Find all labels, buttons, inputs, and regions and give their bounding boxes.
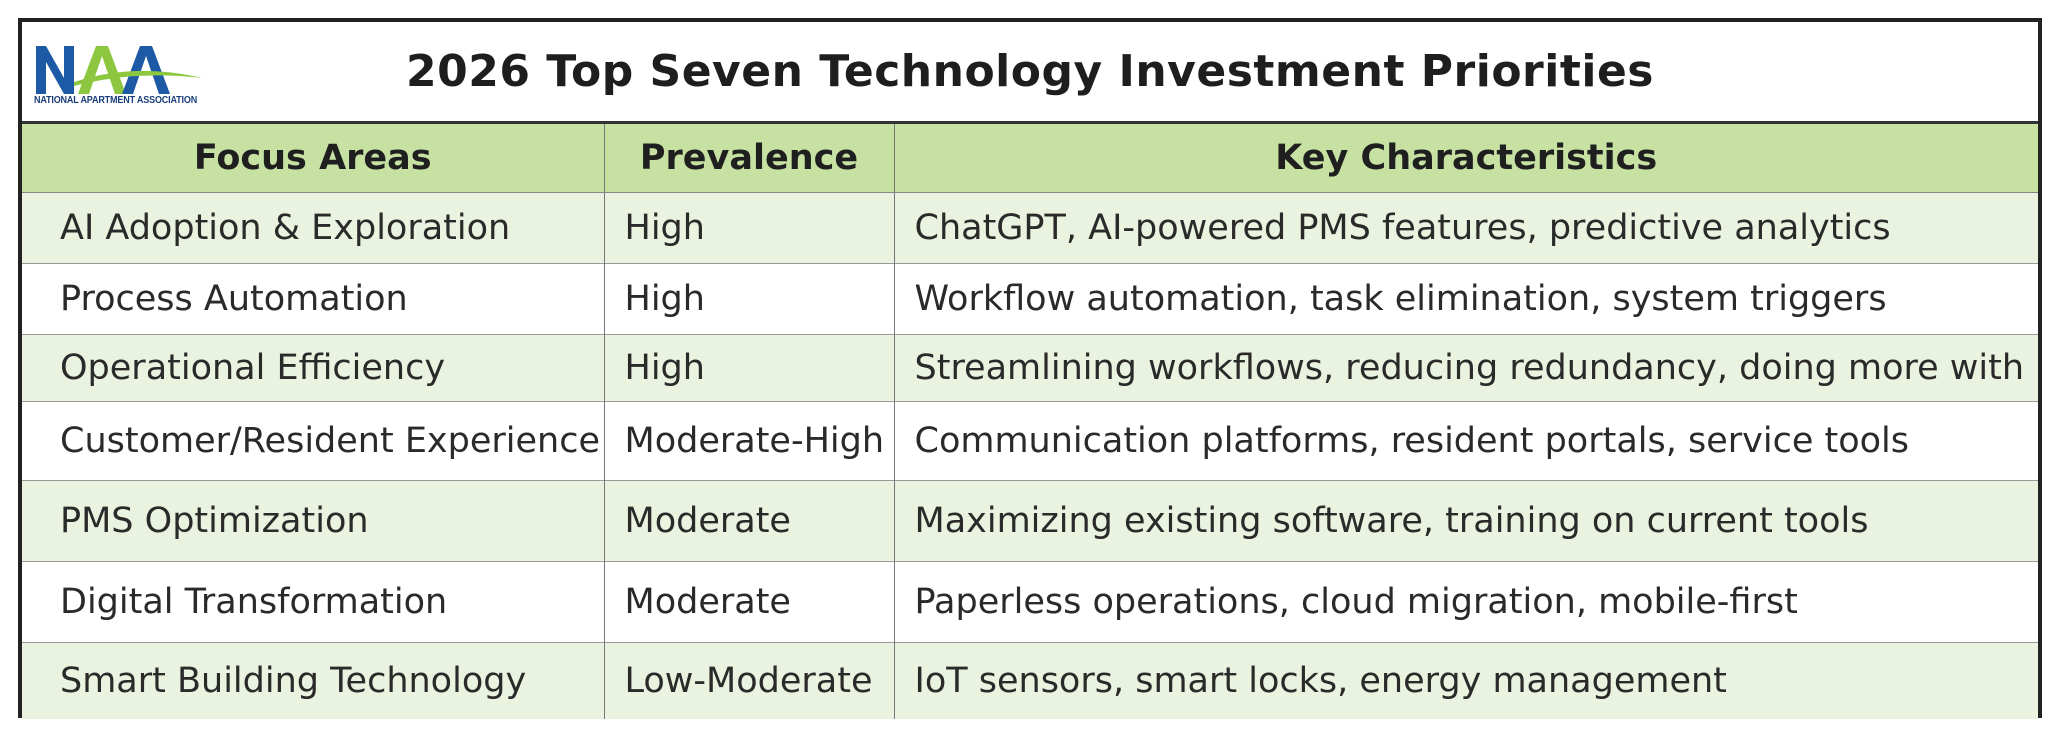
- focus-area-cell: AI Adoption & Exploration: [22, 192, 604, 264]
- table-row: Process Automation High Workflow automat…: [22, 263, 2038, 335]
- characteristics-cell: ChatGPT, AI-powered PMS features, predic…: [893, 192, 2038, 264]
- characteristics-cell: Streamlining workflows, reducing redunda…: [893, 334, 2038, 402]
- prevalence-cell: High: [603, 334, 894, 402]
- prevalence-cell: Moderate: [603, 561, 894, 643]
- prevalence-cell: Moderate-High: [603, 401, 894, 481]
- table-row: Operational Efficiency High Streamlining…: [22, 334, 2038, 402]
- prevalence-cell: Low-Moderate: [603, 642, 894, 719]
- header-prevalence: Prevalence: [603, 124, 894, 193]
- focus-area-cell: Operational Efficiency: [22, 334, 604, 402]
- title-bar: NATIONAL APARTMENT ASSOCIATION 2026 Top …: [22, 22, 2038, 124]
- focus-area-cell: Digital Transformation: [22, 561, 604, 643]
- characteristics-cell: Workflow automation, task elimination, s…: [893, 263, 2038, 335]
- focus-area-cell: Smart Building Technology: [22, 642, 604, 719]
- characteristics-cell: Communication platforms, resident portal…: [893, 401, 2038, 481]
- table-row: PMS Optimization Moderate Maximizing exi…: [22, 480, 2038, 562]
- infographic-frame: NATIONAL APARTMENT ASSOCIATION 2026 Top …: [18, 18, 2042, 719]
- logo-tagline: NATIONAL APARTMENT ASSOCIATION: [34, 94, 198, 106]
- table-header-row: Focus Areas Prevalence Key Characteristi…: [22, 124, 2038, 193]
- focus-area-cell: PMS Optimization: [22, 480, 604, 562]
- table-row: Digital Transformation Moderate Paperles…: [22, 561, 2038, 643]
- prevalence-cell: High: [603, 192, 894, 264]
- table-row: AI Adoption & Exploration High ChatGPT, …: [22, 192, 2038, 264]
- focus-area-cell: Process Automation: [22, 263, 604, 335]
- prevalence-cell: High: [603, 263, 894, 335]
- header-focus-areas: Focus Areas: [22, 124, 604, 193]
- characteristics-cell: Maximizing existing software, training o…: [893, 480, 2038, 562]
- naa-logo: [36, 46, 202, 94]
- focus-area-cell: Customer/Resident Experience: [22, 401, 604, 481]
- priorities-table: Focus Areas Prevalence Key Characteristi…: [22, 124, 2038, 719]
- table-row: Customer/Resident Experience Moderate-Hi…: [22, 401, 2038, 481]
- prevalence-cell: Moderate: [603, 480, 894, 562]
- page-title: 2026 Top Seven Technology Investment Pri…: [406, 46, 1654, 97]
- characteristics-cell: Paperless operations, cloud migration, m…: [893, 561, 2038, 643]
- table-row: Smart Building Technology Low-Moderate I…: [22, 642, 2038, 719]
- header-key-characteristics: Key Characteristics: [893, 124, 2038, 193]
- characteristics-cell: IoT sensors, smart locks, energy managem…: [893, 642, 2038, 719]
